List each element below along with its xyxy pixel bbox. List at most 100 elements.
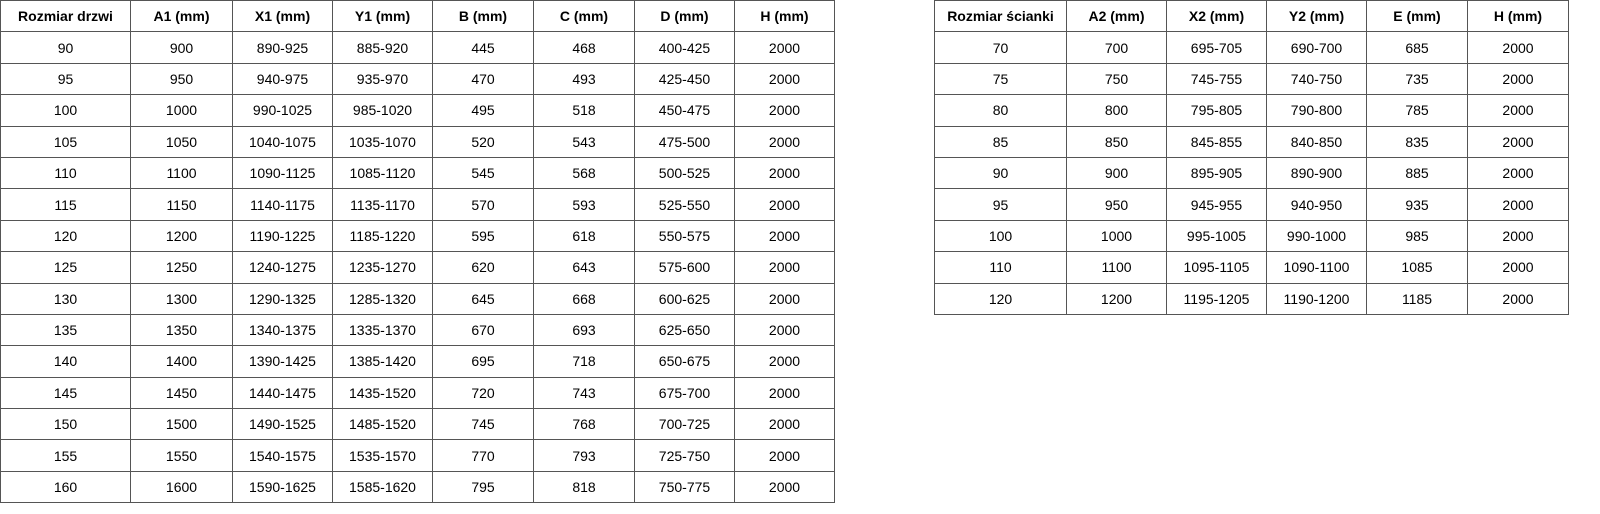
table-cell: 745: [432, 408, 534, 441]
table-cell: 2000: [734, 470, 835, 504]
table-cell: 700: [1066, 31, 1167, 64]
table-cell: 1240-1275: [232, 251, 333, 284]
table-cell: 445: [432, 31, 534, 64]
table-cell: 1300: [130, 282, 233, 315]
table-cell: 950: [1066, 188, 1167, 221]
table-cell: 990-1000: [1266, 219, 1367, 253]
table-row: 120 1200 1190-1225 1185-1220 595 618 550-575 20…: [0, 219, 835, 253]
table-cell: 155: [0, 439, 131, 472]
table-cell: 135: [0, 313, 131, 347]
table-cell: 990-1025: [232, 94, 333, 127]
table-cell: 625-650: [634, 313, 735, 347]
column-header: C (mm): [533, 0, 635, 33]
table-cell: 600-625: [634, 282, 735, 315]
table-cell: 1590-1625: [232, 470, 333, 504]
table-row: 120 1200 1195-1205 1190-1200 1185 2000: [934, 282, 1569, 315]
table-cell: 745-755: [1166, 62, 1267, 96]
table-cell: 840-850: [1266, 125, 1367, 158]
table-cell: 2000: [1467, 188, 1569, 221]
table-cell: 425-450: [634, 62, 735, 96]
table-cell: 468: [533, 31, 635, 64]
table-cell: 115: [0, 188, 131, 221]
table-row: 110 1100 1090-1125 1085-1120 545 568 500-525 20…: [0, 156, 835, 190]
table-row: 155 1550 1540-1575 1535-1570 770 793 725-750 20…: [0, 439, 835, 472]
table-cell: 890-900: [1266, 156, 1367, 190]
table-cell: 1190-1225: [232, 219, 333, 253]
table-cell: 2000: [734, 94, 835, 127]
table-cell: 693: [533, 313, 635, 347]
table-cell: 525-550: [634, 188, 735, 221]
table-cell: 1185: [1366, 282, 1468, 315]
table-cell: 835: [1366, 125, 1468, 158]
table-cell: 90: [0, 31, 131, 64]
table-header-row: Rozmiar ścianki A2 (mm) X2 (mm) Y2 (mm) E (m…: [934, 0, 1569, 33]
table-cell: 2000: [1467, 156, 1569, 190]
table-cell: 140: [0, 345, 131, 378]
table-cell: 2000: [1467, 62, 1569, 96]
table-cell: 1000: [1066, 219, 1167, 253]
table-cell: 935: [1366, 188, 1468, 221]
column-header: A1 (mm): [130, 0, 233, 33]
table-cell: 940-950: [1266, 188, 1367, 221]
table-cell: 470: [432, 62, 534, 96]
table-cell: 2000: [734, 251, 835, 284]
table-row: 130 1300 1290-1325 1285-1320 645 668 600-625 20…: [0, 282, 835, 315]
table-cell: 1290-1325: [232, 282, 333, 315]
table-cell: 950: [130, 62, 233, 96]
table-cell: 995-1005: [1166, 219, 1267, 253]
table-cell: 845-855: [1166, 125, 1267, 158]
table-cell: 1550: [130, 439, 233, 472]
table-cell: 520: [432, 125, 534, 158]
table-cell: 125: [0, 251, 131, 284]
table-cell: 1500: [130, 408, 233, 441]
table-cell: 750: [1066, 62, 1167, 96]
table-cell: 700-725: [634, 408, 735, 441]
table-cell: 940-975: [232, 62, 333, 96]
table-cell: 768: [533, 408, 635, 441]
table-cell: 618: [533, 219, 635, 253]
table-row: 95 950 945-955 940-950 935 2000: [934, 188, 1569, 221]
table-cell: 1135-1170: [332, 188, 433, 221]
table-cell: 545: [432, 156, 534, 190]
table-cell: 2000: [734, 439, 835, 472]
table-cell: 743: [533, 376, 635, 410]
column-header: Y1 (mm): [332, 0, 433, 33]
table-cell: 1485-1520: [332, 408, 433, 441]
table-cell: 1035-1070: [332, 125, 433, 158]
table-cell: 80: [934, 94, 1067, 127]
table-cell: 130: [0, 282, 131, 315]
table-cell: 493: [533, 62, 635, 96]
table-row: 105 1050 1040-1075 1035-1070 520 543 475-500 20…: [0, 125, 835, 158]
table-cell: 900: [1066, 156, 1167, 190]
table-cell: 895-905: [1166, 156, 1267, 190]
table-cell: 795: [432, 470, 534, 504]
table-cell: 2000: [734, 345, 835, 378]
table-cell: 985: [1366, 219, 1468, 253]
table-cell: 575-600: [634, 251, 735, 284]
column-header: X1 (mm): [232, 0, 333, 33]
table-cell: 160: [0, 470, 131, 504]
table-cell: 495: [432, 94, 534, 127]
table-cell: 1090-1125: [232, 156, 333, 190]
table-cell: 1190-1200: [1266, 282, 1367, 315]
table-cell: 70: [934, 31, 1067, 64]
table-cell: 2000: [734, 188, 835, 221]
table-row: 135 1350 1340-1375 1335-1370 670 693 625-650 20…: [0, 313, 835, 347]
table-cell: 1435-1520: [332, 376, 433, 410]
table-row: 95 950 940-975 935-970 470 493 425-450 2000: [0, 62, 835, 96]
table-cell: 890-925: [232, 31, 333, 64]
table-row: 115 1150 1140-1175 1135-1170 570 593 525-550 20…: [0, 188, 835, 221]
table-cell: 1535-1570: [332, 439, 433, 472]
table-cell: 718: [533, 345, 635, 378]
table-cell: 1200: [1066, 282, 1167, 315]
table-row: 150 1500 1490-1525 1485-1520 745 768 700-725 20…: [0, 408, 835, 441]
table-cell: 695-705: [1166, 31, 1267, 64]
table-cell: 793: [533, 439, 635, 472]
table-row: 90 900 890-925 885-920 445 468 400-425 2000: [0, 31, 835, 64]
table-cell: 1050: [130, 125, 233, 158]
table-cell: 1150: [130, 188, 233, 221]
table-cell: 643: [533, 251, 635, 284]
table-cell: 740-750: [1266, 62, 1367, 96]
table-cell: 690-700: [1266, 31, 1367, 64]
table-cell: 800: [1066, 94, 1167, 127]
